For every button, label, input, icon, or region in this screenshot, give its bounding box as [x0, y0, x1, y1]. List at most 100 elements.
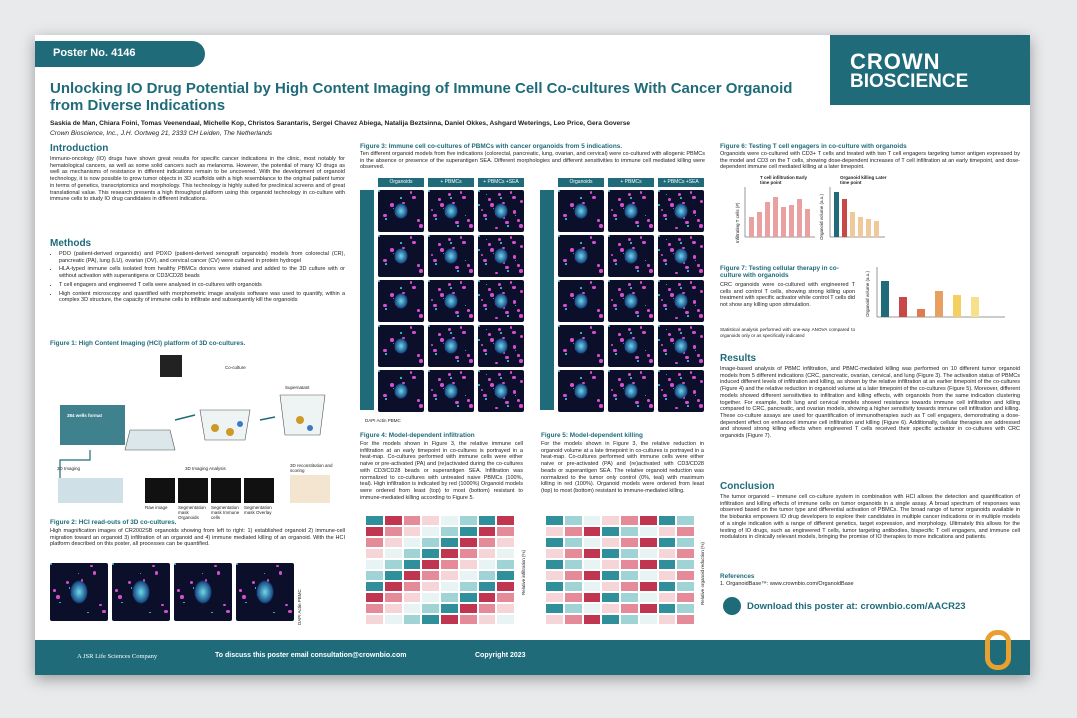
heatmap-cell: [440, 614, 459, 625]
download-link[interactable]: Download this poster at: crownbio.com/AA…: [747, 601, 966, 612]
cell: [385, 353, 387, 355]
heatmap-cell: [620, 581, 639, 592]
heading: Methods: [50, 238, 92, 249]
cell: [692, 390, 696, 394]
heatmap-cell: [620, 526, 639, 537]
micro-image: [174, 563, 232, 621]
figure-title: Figure 4: Model-dependent infiltration: [360, 432, 475, 439]
axis-label: Relative organoid reduction (%): [700, 541, 705, 605]
cell: [500, 287, 502, 289]
cell: [649, 359, 653, 363]
reference: 1. OrganoidBase™: www.crownbio.com/Organ…: [720, 581, 854, 587]
heatmap-cell: [676, 548, 695, 559]
cell: [589, 191, 593, 194]
cell: [558, 325, 560, 327]
organoid: [574, 202, 588, 220]
heatmap-cell: [496, 559, 515, 570]
cell: [263, 572, 266, 575]
cell: [419, 224, 423, 228]
heatmap-cell: [458, 603, 478, 614]
heatmap-cell: [676, 537, 695, 548]
cell: [512, 375, 516, 380]
heatmap-cell: [545, 592, 564, 603]
cell: [620, 248, 624, 252]
cell: [154, 571, 159, 575]
cell: [692, 240, 696, 245]
logo-box: [830, 35, 1030, 105]
poster: Poster No. 4146 CROWN BIOSCIENCE Unlocki…: [35, 35, 1030, 675]
cell: [563, 393, 567, 398]
paragraph: Ten different organoid models from five …: [360, 151, 705, 171]
cell: [495, 316, 498, 320]
heatmap-cell: [496, 515, 515, 526]
cell: [589, 326, 593, 329]
cell: [622, 252, 625, 255]
heatmap-cell: [601, 537, 620, 548]
cell: [620, 203, 624, 207]
cell: [514, 349, 517, 352]
cell: [635, 265, 639, 270]
cell: [390, 338, 394, 342]
heatmap-cell: [582, 526, 602, 537]
cell: [622, 297, 625, 300]
cell: [613, 393, 617, 398]
heatmap-cell: [440, 570, 459, 581]
cell: [161, 603, 164, 607]
cell: [430, 208, 434, 212]
cell: [447, 282, 452, 287]
cell: [647, 219, 650, 222]
well: [199, 409, 251, 441]
cell: [433, 213, 437, 218]
cell: [183, 601, 185, 604]
cell: [121, 601, 123, 604]
axis-label: Organoid volume (a.u.): [865, 270, 870, 317]
cell: [412, 330, 416, 335]
cell: [99, 603, 102, 607]
organoid: [574, 292, 588, 310]
cell: [400, 242, 402, 244]
heatmap-cell: [421, 548, 440, 559]
cell: [665, 283, 668, 286]
cell: [622, 342, 625, 345]
cell: [457, 225, 459, 227]
cell: [519, 244, 524, 249]
cell: [570, 383, 574, 387]
cell: [201, 572, 204, 575]
micro-image: [558, 190, 604, 232]
heatmap-cell: [563, 537, 583, 548]
micro-image: [378, 325, 424, 367]
heatmap-cell: [365, 592, 384, 603]
heatmap-cell: [638, 526, 658, 537]
diagram-label: Raw image: [145, 505, 168, 510]
cell: [665, 353, 667, 355]
heatmap-cell: [545, 515, 564, 526]
cell: [660, 343, 664, 347]
cell: [620, 383, 624, 387]
cell: [647, 354, 650, 357]
heatmap-cell: [421, 537, 440, 548]
cell: [519, 359, 523, 363]
organoid: [394, 337, 408, 355]
heatmap-cell: [657, 548, 677, 559]
heatmap-cell: [365, 526, 384, 537]
micro-image: [478, 280, 524, 322]
cell: [118, 595, 122, 599]
cell: [457, 405, 459, 407]
heatmap-cell: [638, 559, 658, 570]
cell: [500, 197, 502, 199]
cell: [519, 334, 524, 339]
cell: [699, 289, 704, 294]
heatmap-cell: [601, 581, 620, 592]
cell: [647, 399, 650, 402]
cell: [649, 269, 653, 273]
cell: [635, 400, 639, 405]
cell: [644, 304, 647, 307]
organoid: [494, 292, 508, 310]
heatmap-cell: [458, 515, 478, 526]
heatmap-cell: [638, 581, 658, 592]
heatmap-cell: [601, 570, 620, 581]
cell: [455, 355, 459, 360]
cell: [658, 339, 660, 341]
cell: [608, 370, 610, 372]
cell: [670, 338, 674, 342]
